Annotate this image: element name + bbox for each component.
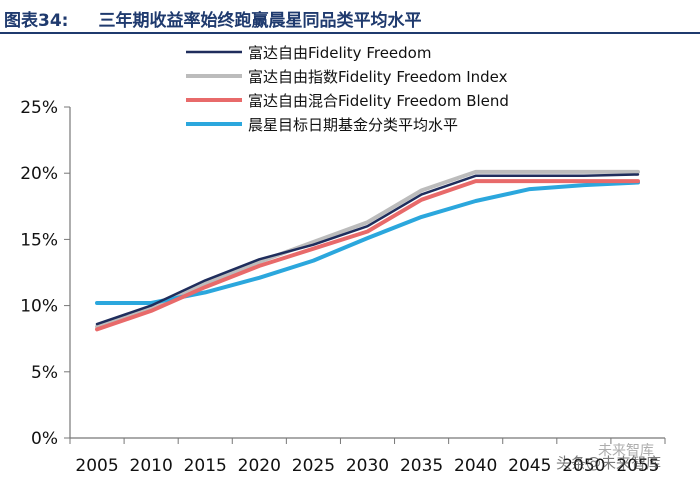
series-lines — [95, 169, 640, 332]
y-tick-label: 5% — [31, 363, 58, 383]
legend-label: 富达自由指数Fidelity Freedom Index — [248, 68, 508, 86]
series-line-3 — [95, 179, 640, 332]
x-tick-label: 2045 — [508, 456, 551, 476]
x-tick-label: 2005 — [75, 456, 118, 476]
y-tick-label: 20% — [20, 164, 58, 184]
figure-title: 图表34: 三年期收益率始终跑赢晨星同品类平均水平 — [4, 6, 421, 31]
x-tick-label: 2050 — [562, 456, 605, 476]
x-tick-label: 2055 — [616, 456, 659, 476]
y-tick-label: 0% — [31, 429, 58, 449]
y-axis-ticks: 0% 5% 10% 15% 20% 25% — [20, 98, 70, 449]
legend-label: 富达自由Fidelity Freedom — [248, 44, 431, 62]
chart-legend: 富达自由Fidelity Freedom 富达自由指数Fidelity Freed… — [186, 44, 509, 134]
y-tick-label: 10% — [20, 297, 58, 317]
x-tick-label: 2025 — [292, 456, 335, 476]
series-line-2 — [95, 169, 640, 329]
x-tick-label: 2030 — [346, 456, 389, 476]
y-tick-label: 25% — [20, 98, 58, 118]
watermark-logo: 未来智库 — [598, 443, 654, 459]
x-tick-label: 2020 — [238, 456, 281, 476]
x-tick-label: 2040 — [454, 456, 497, 476]
legend-label: 富达自由混合Fidelity Freedom Blend — [248, 92, 509, 110]
x-tick-label: 2015 — [184, 456, 227, 476]
x-tick-label: 2035 — [400, 456, 443, 476]
x-axis-ticks: 2005 2010 2015 2020 2025 2030 2035 2040 2045 2050… — [69, 438, 666, 476]
chart-axes — [69, 107, 665, 439]
title-divider — [0, 32, 700, 34]
figure-number: 图表34: — [4, 11, 69, 31]
series-line-4 — [95, 180, 640, 305]
x-tick-label: 2010 — [130, 456, 173, 476]
watermark: 头条@未来智库 — [556, 454, 662, 472]
y-tick-label: 15% — [20, 230, 58, 250]
figure-header: 图表34: 三年期收益率始终跑赢晨星同品类平均水平 — [0, 0, 700, 40]
legend-label: 晨星目标日期基金分类平均水平 — [248, 116, 458, 134]
figure-title-text: 三年期收益率始终跑赢晨星同品类平均水平 — [98, 11, 422, 31]
series-line-1 — [95, 173, 640, 326]
